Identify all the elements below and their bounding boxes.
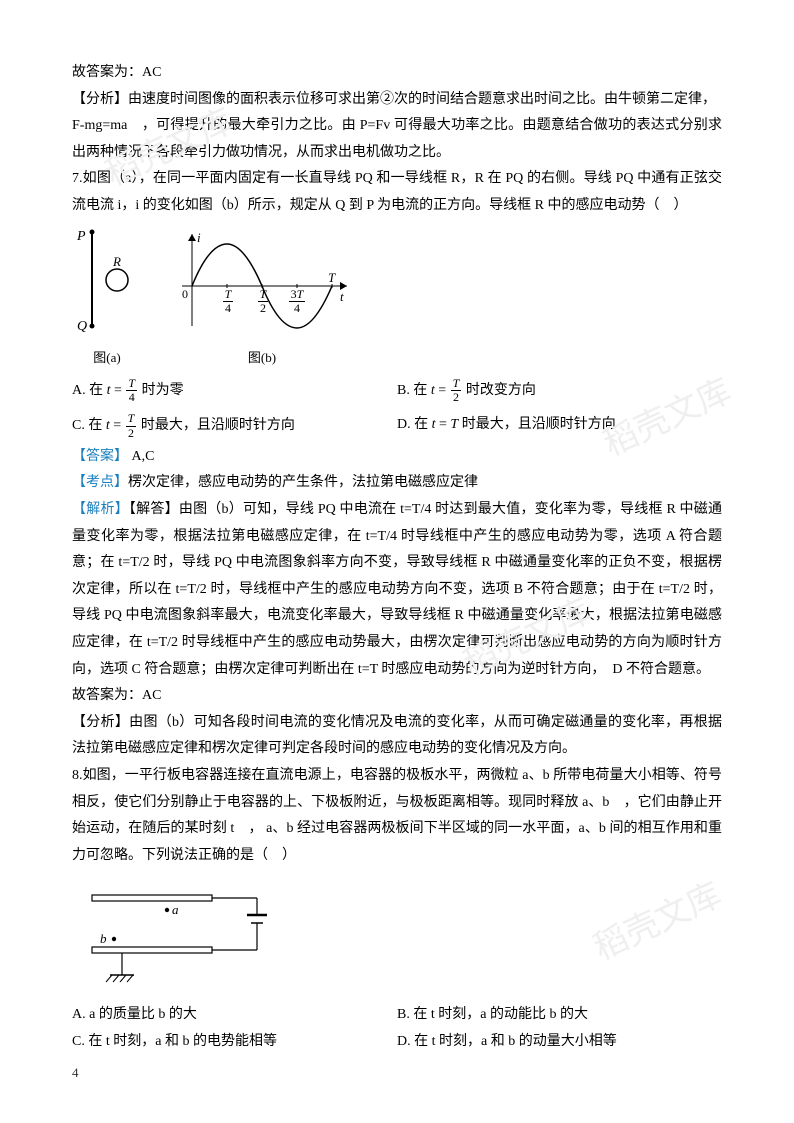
- jiexi-label: 【解析】: [72, 502, 129, 517]
- q8-option-b: B. 在 t 时刻，a 的动能比 b 的大: [397, 1002, 722, 1029]
- question-7-options: A. 在 t = T4 时为零 B. 在 t = T2 时改变方向 C. 在 t…: [72, 377, 722, 440]
- q7-conclusion: 故答案为：AC: [72, 683, 722, 710]
- opt-text: 时最大，且沿顺时针方向: [458, 417, 616, 432]
- q7-kaodian: 【考点】楞次定律，感应电动势的产生条件，法拉第电磁感应定律: [72, 470, 722, 497]
- q7-fenxi: 【分析】由图（b）可知各段时间电流的变化情况及电流的变化率，从而可确定磁通量的变…: [72, 710, 722, 763]
- svg-text:t: t: [340, 289, 344, 304]
- opt-text: C. 在: [72, 418, 106, 433]
- question-8-text: 8.如图，一平行板电容器连接在直流电源上，电容器的极板水平，两微粒 a、b 所带…: [72, 763, 722, 869]
- page-content: 故答案为：AC 【分析】由速度时间图像的面积表示位移可求出第②次的时间结合题意求…: [0, 0, 794, 1099]
- q7-option-a: A. 在 t = T4 时为零: [72, 377, 397, 405]
- opt-var: t: [431, 383, 435, 398]
- opt-text: B. 在: [397, 383, 431, 398]
- fenxi-label: 【分析】: [72, 715, 129, 730]
- figure-8: a b: [72, 875, 282, 985]
- opt-text: D. 在: [397, 417, 432, 432]
- q7-jiexi: 【解析】【解答】由图（b）可知，导线 PQ 中电流在 t=T/4 时达到最大值，…: [72, 497, 722, 683]
- opt-text: 时改变方向: [462, 383, 536, 398]
- figure-7a-container: P Q R 图(a): [72, 226, 142, 371]
- svg-text:a: a: [172, 902, 179, 917]
- figure-7a: P Q R: [72, 226, 142, 336]
- figure-7a-caption: 图(a): [72, 346, 142, 371]
- question-7-figures: P Q R 图(a) 0 i t T4 T2: [72, 226, 722, 371]
- page-number: 4: [72, 1065, 79, 1081]
- opt-var: t: [107, 383, 111, 398]
- analysis-label: 【分析】: [72, 92, 128, 107]
- svg-text:T: T: [328, 270, 336, 285]
- kaodian-label: 【考点】: [72, 475, 128, 490]
- question-8-options: A. a 的质量比 b 的大 B. 在 t 时刻，a 的动能比 b 的大 C. …: [72, 1002, 722, 1055]
- svg-text:P: P: [76, 229, 86, 244]
- figure-7b-caption: 图(b): [172, 346, 352, 371]
- jiexi-text: 【解答】由图（b）可知，导线 PQ 中电流在 t=T/4 时达到最大值，变化率为…: [72, 502, 722, 677]
- svg-text:R: R: [112, 254, 121, 269]
- figure-8-container: a b: [72, 875, 722, 996]
- q8-option-d: D. 在 t 时刻，a 和 b 的动量大小相等: [397, 1029, 722, 1056]
- opt-text: 时最大，且沿顺时针方向: [137, 418, 295, 433]
- opt-var: t: [106, 418, 110, 433]
- q7-option-c: C. 在 t = T2 时最大，且沿顺时针方向: [72, 412, 397, 440]
- svg-text:0: 0: [182, 287, 188, 301]
- analysis-text-1: 由速度时间图像的面积表示位移可求出第②次的时间结合题意求出时间之比。由牛顿第二定…: [128, 92, 716, 107]
- figure-7b: 0 i t T4 T2 3T4 T: [172, 226, 352, 336]
- kaodian-text: 楞次定律，感应电动势的产生条件，法拉第电磁感应定律: [128, 475, 478, 490]
- q7-option-d: D. 在 t = T 时最大，且沿顺时针方向: [397, 412, 722, 440]
- figure-7b-container: 0 i t T4 T2 3T4 T 图(b): [172, 226, 352, 371]
- answer-label: 【答案】: [72, 449, 128, 464]
- q7-option-b: B. 在 t = T2 时改变方向: [397, 377, 722, 405]
- opt-var: t: [432, 417, 436, 432]
- q8-option-c: C. 在 t 时刻，a 和 b 的电势能相等: [72, 1029, 397, 1056]
- q8-option-a: A. a 的质量比 b 的大: [72, 1002, 397, 1029]
- opt-text: A. 在: [72, 383, 107, 398]
- svg-text:Q: Q: [77, 319, 87, 334]
- prev-conclusion: 故答案为：AC: [72, 60, 722, 87]
- prev-analysis-2: F-mg=ma ，可得提升的最大牵引力之比。由 P=Fv 可得最大功率之比。由题…: [72, 113, 722, 166]
- opt-text: 时为零: [138, 383, 184, 398]
- svg-text:i: i: [197, 230, 201, 245]
- question-7-text: 7.如图（a），在同一平面内固定有一长直导线 PQ 和一导线框 R，R 在 PQ…: [72, 166, 722, 219]
- fenxi-text: 由图（b）可知各段时间电流的变化情况及电流的变化率，从而可确定磁通量的变化率，再…: [72, 715, 722, 757]
- prev-analysis: 【分析】由速度时间图像的面积表示位移可求出第②次的时间结合题意求出时间之比。由牛…: [72, 87, 722, 114]
- svg-text:b: b: [100, 931, 107, 946]
- answer-value: A,C: [128, 449, 154, 464]
- q7-answer: 【答案】 A,C: [72, 444, 722, 471]
